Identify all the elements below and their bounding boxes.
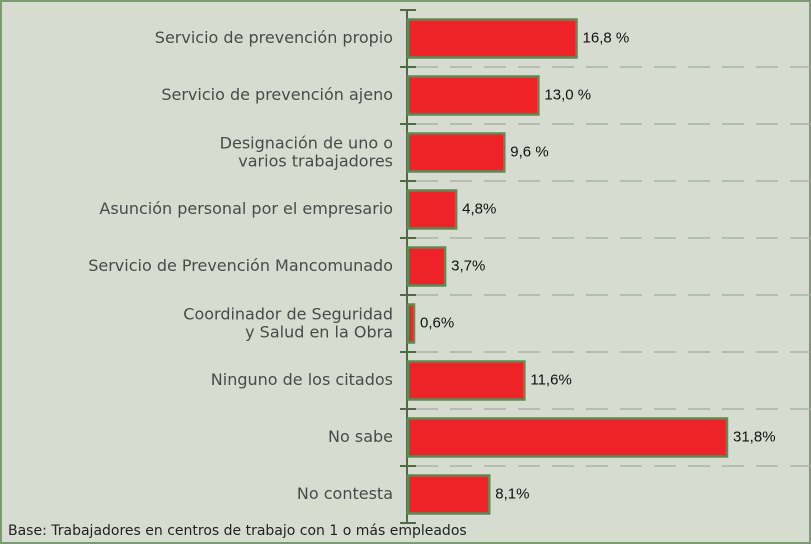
- value-label: 3,7%: [451, 257, 485, 274]
- category-label: Ninguno de los citados: [211, 370, 393, 389]
- category-label: Designación de uno o varios trabajadores: [220, 133, 393, 170]
- value-label: 13,0 %: [544, 86, 591, 103]
- value-label: 31,8%: [733, 428, 776, 445]
- category-label: No contesta: [297, 484, 393, 503]
- value-label: 11,6%: [530, 371, 571, 388]
- value-label: 16,8 %: [583, 29, 630, 46]
- bar: [406, 132, 506, 173]
- value-label: 4,8%: [462, 200, 496, 217]
- category-label: Servicio de prevención propio: [155, 28, 393, 47]
- bar: [406, 474, 491, 515]
- category-label: Coordinador de Seguridad y Salud en la Ob…: [183, 304, 393, 341]
- category-label: Servicio de prevención ajeno: [161, 85, 393, 104]
- value-label: 0,6%: [420, 314, 454, 331]
- bar: [406, 189, 458, 230]
- footnote: Base: Trabajadores en centros de trabajo…: [8, 523, 467, 539]
- category-label: Asunción personal por el empresario: [99, 199, 393, 218]
- bar: [406, 417, 729, 458]
- value-label: 9,6 %: [510, 143, 548, 160]
- bar: [406, 18, 578, 59]
- category-label: Servicio de Prevención Mancomunado: [88, 256, 393, 275]
- category-label: No sabe: [328, 427, 393, 446]
- bar: [406, 303, 416, 344]
- bar: [406, 360, 526, 401]
- bar: [406, 246, 447, 287]
- bar: [406, 75, 540, 116]
- value-label: 8,1%: [495, 485, 529, 502]
